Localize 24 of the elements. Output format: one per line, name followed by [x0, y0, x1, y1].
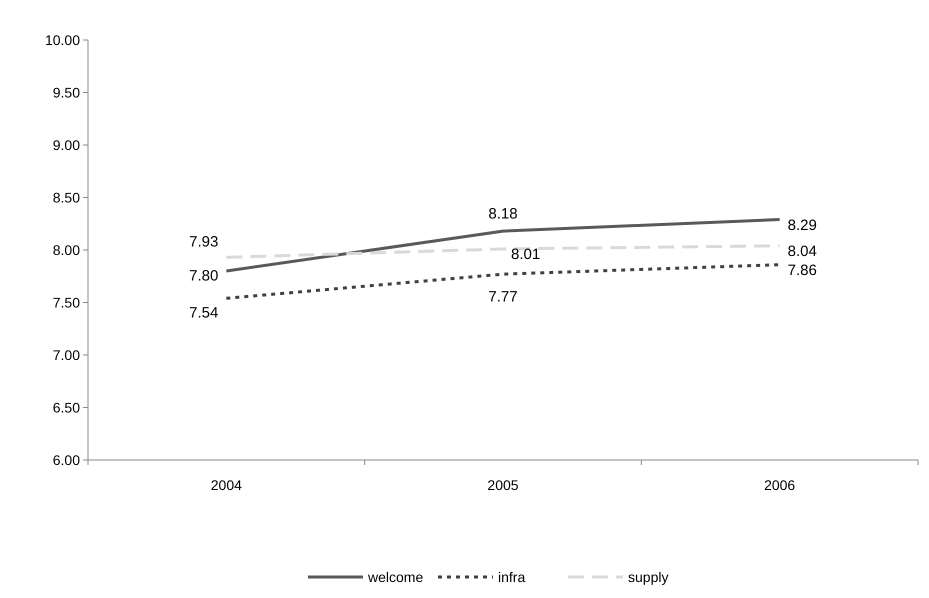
y-tick-label: 8.50 — [52, 189, 80, 206]
data-label: 7.80 — [189, 267, 218, 284]
x-tick-label: 2006 — [764, 477, 796, 493]
data-label: 8.18 — [488, 205, 518, 222]
x-tick-label: 2004 — [210, 477, 242, 493]
legend-label: infra — [498, 568, 526, 585]
data-label: 7.54 — [189, 304, 218, 322]
y-tick-label: 7.00 — [52, 346, 80, 363]
data-label: 7.93 — [189, 234, 218, 251]
y-tick-label: 6.00 — [52, 452, 80, 468]
y-tick-label: 6.50 — [52, 399, 80, 416]
y-tick-label: 8.00 — [52, 242, 80, 258]
legend-label: supply — [628, 568, 668, 585]
legend-label: welcome — [367, 568, 424, 585]
data-label: 8.01 — [511, 246, 540, 264]
y-tick-label: 7.50 — [52, 294, 80, 310]
y-tick-label: 9.50 — [52, 84, 80, 100]
data-label: 8.29 — [788, 216, 817, 234]
data-label: 7.77 — [488, 288, 518, 306]
x-tick-label: 2005 — [487, 477, 519, 493]
data-label: 7.86 — [788, 262, 817, 279]
data-label: 8.04 — [788, 243, 817, 260]
y-tick-label: 10.00 — [44, 32, 80, 48]
y-tick-label: 9.00 — [52, 136, 80, 153]
